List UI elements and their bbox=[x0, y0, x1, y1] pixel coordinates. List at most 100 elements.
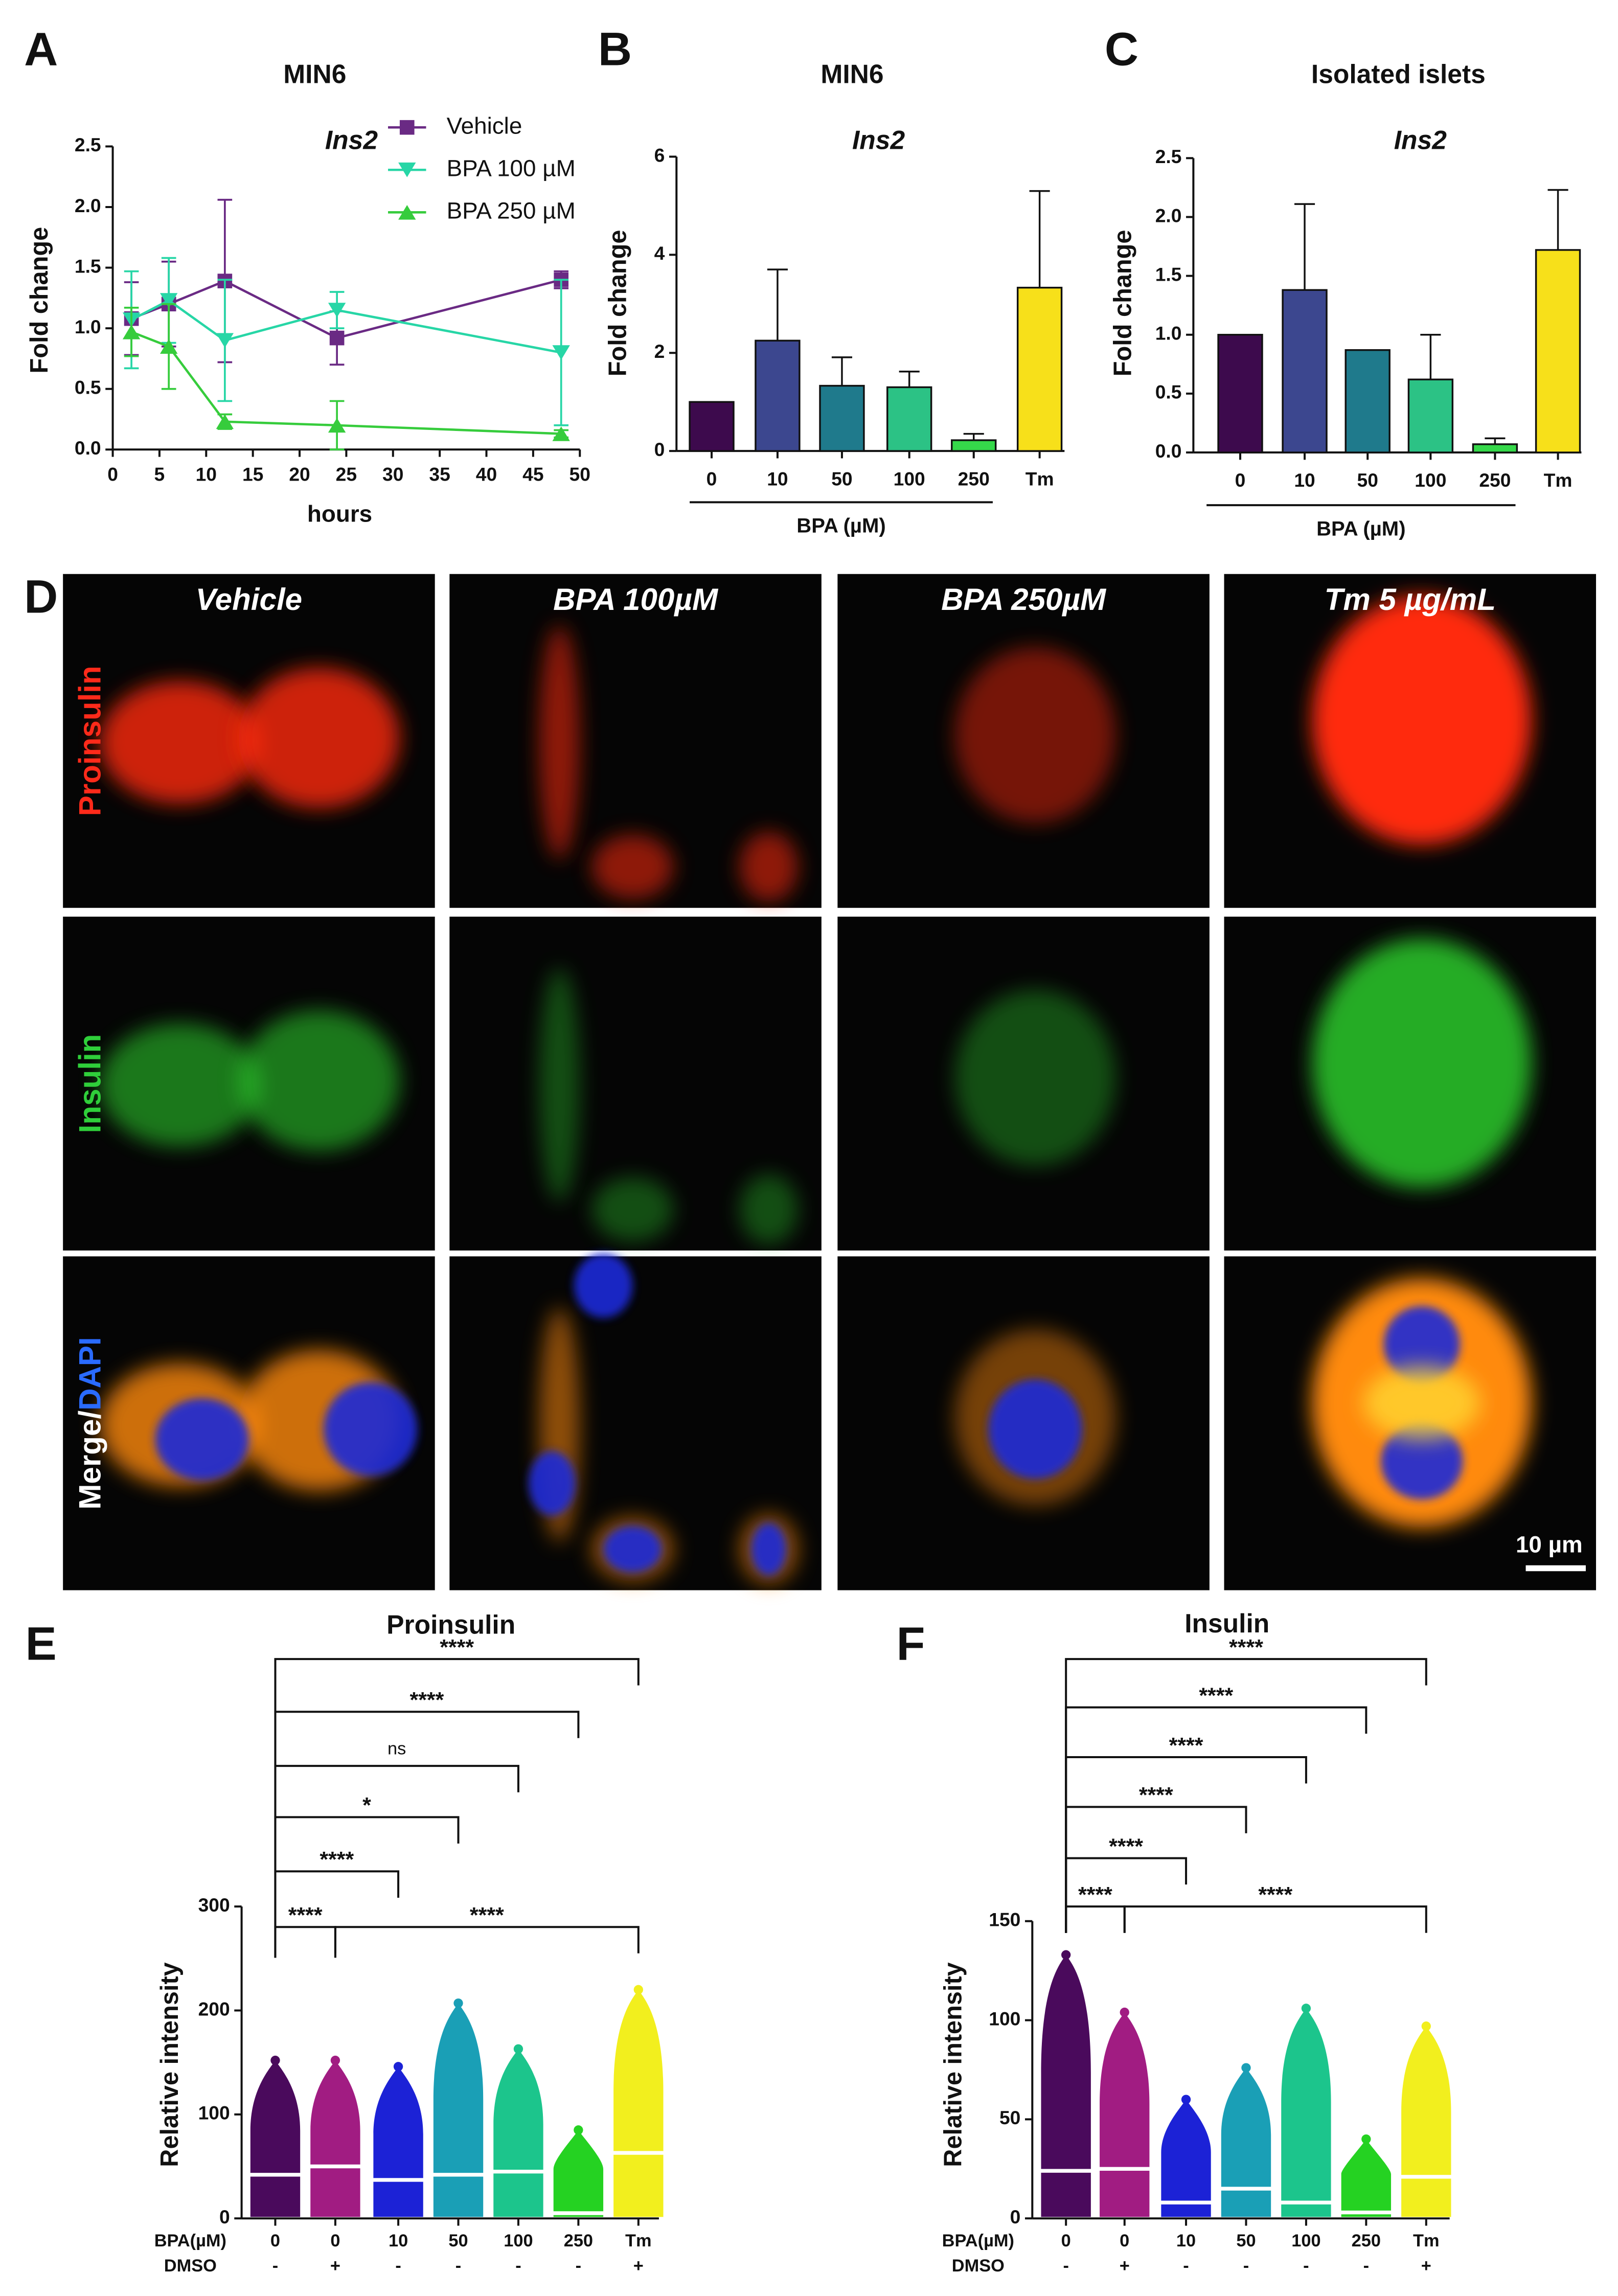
x-tick-label: 10 bbox=[1294, 469, 1315, 491]
y-axis-label: Relative intensity bbox=[156, 1962, 184, 2167]
significance-label: * bbox=[362, 1793, 371, 1818]
chart-title: Insulin bbox=[1184, 1608, 1269, 1638]
series-line bbox=[131, 331, 561, 435]
panel-letter: A bbox=[24, 23, 58, 75]
merge-label: Merge/ bbox=[73, 1411, 107, 1510]
swarm bbox=[1041, 1954, 1091, 2217]
nucleus bbox=[988, 1379, 1082, 1479]
chart-title: MIN6 bbox=[821, 59, 883, 89]
significance-label: **** bbox=[1199, 1684, 1233, 1708]
point bbox=[552, 345, 570, 360]
y-tick-label: 200 bbox=[198, 1998, 230, 2019]
y-tick-label: 100 bbox=[989, 2008, 1020, 2029]
bar bbox=[819, 384, 865, 452]
x-tick-label: 35 bbox=[429, 464, 450, 485]
swarm-top-point bbox=[1241, 2063, 1251, 2073]
significance-label: **** bbox=[1258, 1882, 1292, 1907]
swarm bbox=[1281, 2008, 1331, 2217]
cell-signal bbox=[99, 1024, 261, 1147]
x-tick-label: 250 bbox=[1479, 469, 1511, 491]
swarm-top-point bbox=[1301, 2004, 1311, 2013]
bar bbox=[1472, 443, 1518, 453]
bar bbox=[886, 386, 932, 452]
y-tick-label: 100 bbox=[198, 2102, 230, 2124]
nucleus bbox=[751, 1522, 787, 1576]
dmso-label: - bbox=[1303, 2256, 1309, 2276]
point bbox=[328, 418, 346, 433]
x-tick-label: 10 bbox=[1176, 2231, 1196, 2250]
x-tick-label: 250 bbox=[958, 468, 990, 489]
y-tick-label: 0.5 bbox=[75, 377, 101, 398]
point bbox=[160, 339, 178, 354]
y-axis-label: Relative intensity bbox=[939, 1962, 967, 2167]
swarm-top-point bbox=[1120, 2007, 1129, 2017]
bar bbox=[1282, 289, 1328, 453]
chart-title: MIN6 bbox=[283, 59, 346, 89]
column-title: Tm 5 µg/mL bbox=[1325, 582, 1496, 617]
x-tick-label: 0 bbox=[707, 468, 717, 489]
cell-signal bbox=[954, 990, 1116, 1166]
y-tick-label: 2.5 bbox=[75, 134, 101, 155]
significance-label: **** bbox=[320, 1848, 354, 1872]
x-tick-label: 0 bbox=[1235, 469, 1246, 491]
y-tick-label: 0.0 bbox=[1155, 440, 1182, 462]
x-tick-label: 250 bbox=[564, 2231, 593, 2250]
x-tick-label: 0 bbox=[1061, 2231, 1071, 2250]
significance-bracket bbox=[274, 1870, 400, 1958]
swarm-top-point bbox=[513, 2044, 523, 2054]
swarm bbox=[493, 2049, 543, 2217]
group-label: BPA (µM) bbox=[1316, 517, 1405, 540]
swarm-top-point bbox=[633, 1985, 643, 1994]
cell-signal bbox=[954, 647, 1116, 823]
swarm bbox=[613, 1989, 664, 2217]
y-tick-label: 2 bbox=[654, 340, 665, 362]
dmso-label: + bbox=[1120, 2256, 1130, 2276]
x-tick-label: 50 bbox=[569, 464, 590, 485]
panel-letter: D bbox=[24, 571, 58, 623]
cell-signal bbox=[591, 834, 674, 899]
y-tick-label: 4 bbox=[654, 242, 665, 264]
swarm-top-point bbox=[1061, 1950, 1071, 1960]
point bbox=[216, 333, 234, 348]
chart-subtitle: Ins2 bbox=[325, 125, 378, 154]
x-axis-label: hours bbox=[307, 501, 372, 527]
column-title: BPA 100µM bbox=[553, 582, 719, 617]
row-label: Merge/DAPI bbox=[73, 1337, 107, 1509]
nucleus bbox=[324, 1382, 418, 1476]
error-bar bbox=[1029, 190, 1050, 288]
nucleus bbox=[1380, 1423, 1463, 1499]
column-title: BPA 250µM bbox=[941, 582, 1107, 617]
significance-bracket bbox=[274, 1765, 519, 1958]
x-tick-label: 50 bbox=[831, 468, 852, 489]
point bbox=[328, 303, 346, 317]
x-tick-label: 15 bbox=[242, 464, 263, 485]
y-tick-label: 300 bbox=[198, 1894, 230, 1916]
significance-bracket bbox=[1065, 1857, 1188, 1933]
chart-subtitle: Ins2 bbox=[852, 125, 905, 154]
bar bbox=[1217, 334, 1263, 453]
swarm-top-point bbox=[330, 2055, 340, 2065]
legend-marker bbox=[398, 162, 416, 177]
bar bbox=[1016, 286, 1063, 452]
x-tick-label: Tm bbox=[625, 2231, 652, 2250]
x-tick-label: 45 bbox=[522, 464, 543, 485]
significance-bracket bbox=[274, 1658, 640, 1958]
significance-bracket bbox=[1065, 1806, 1247, 1933]
x-tick-label: Tm bbox=[1544, 469, 1573, 491]
significance-bracket bbox=[1065, 1658, 1427, 1933]
panel-letter: F bbox=[897, 1618, 925, 1670]
swarm bbox=[1100, 2012, 1150, 2217]
legend-marker bbox=[398, 204, 416, 220]
y-axis-label: Fold change bbox=[1109, 230, 1137, 377]
cell-signal bbox=[238, 668, 400, 809]
y-tick-label: 0.5 bbox=[1155, 381, 1182, 403]
dmso-label: - bbox=[1063, 2256, 1068, 2276]
dmso-label: - bbox=[272, 2256, 278, 2276]
y-tick-label: 1.0 bbox=[1155, 323, 1182, 344]
cells bbox=[954, 990, 1116, 1166]
cells bbox=[1312, 596, 1532, 845]
swarm bbox=[1221, 2067, 1271, 2217]
row-label: BPA(µM) bbox=[154, 2231, 226, 2250]
dmso-label: - bbox=[1363, 2256, 1369, 2276]
